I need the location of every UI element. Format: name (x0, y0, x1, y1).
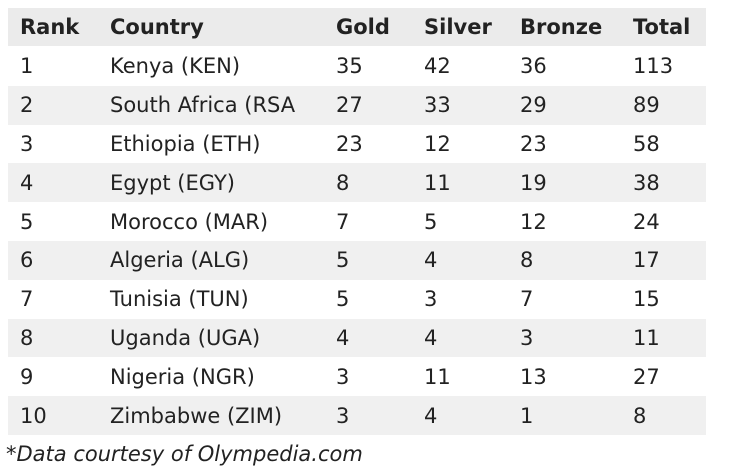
table-cell: Kenya (KEN) (110, 54, 241, 79)
table-cell: 10 (20, 403, 47, 428)
table-cell: 4 (424, 248, 438, 273)
table-row: 5 Morocco (MAR) 7 5 12 24 (8, 202, 706, 241)
column-header: Gold (336, 15, 390, 39)
table-cell: 35 (336, 54, 363, 79)
table-cell: 3 (20, 131, 34, 156)
table-row: 8 Uganda (UGA) 4 4 3 11 (8, 318, 706, 358)
table-cell: 58 (633, 131, 660, 156)
table-cell: Ethiopia (ETH) (110, 131, 261, 156)
table-cell: 4 (20, 170, 34, 195)
table-row: 1 Kenya (KEN) 35 42 36 113 (8, 47, 706, 86)
table-cell: 4 (336, 325, 350, 350)
table-row: 4 Egypt (EGY) 8 11 19 38 (8, 163, 706, 203)
table-cell: 8 (20, 325, 34, 350)
table-cell: 1 (520, 403, 534, 428)
table-row: 9 Nigeria (NGR) 3 11 13 27 (8, 357, 706, 396)
table-cell: 3 (336, 403, 350, 428)
table-cell: 24 (633, 209, 660, 234)
table-cell: 33 (424, 93, 451, 118)
table-row: 10 Zimbabwe (ZIM) 3 4 1 8 (8, 396, 706, 435)
column-header: Rank (20, 15, 80, 39)
table-cell: 6 (20, 248, 34, 273)
table-row: 7 Tunisia (TUN) 5 3 7 15 (8, 280, 706, 319)
table-row: 2 South Africa (RSA 27 33 29 89 (8, 85, 706, 125)
table-cell: 3 (424, 287, 438, 312)
table-cell: Algeria (ALG) (110, 248, 250, 273)
table-cell: 38 (633, 170, 660, 195)
table-cell: 5 (336, 248, 350, 273)
table-cell: 36 (520, 54, 547, 79)
table-cell: 8 (520, 248, 534, 273)
table-cell: 42 (424, 54, 451, 79)
table-cell: 113 (633, 54, 674, 79)
table-cell: 23 (336, 131, 363, 156)
table-cell: 7 (336, 209, 350, 234)
table-cell: 15 (633, 287, 660, 312)
table-cell: 1 (20, 54, 34, 79)
table-cell: Uganda (UGA) (110, 325, 261, 350)
table-cell: 17 (633, 248, 660, 273)
table-cell: 23 (520, 131, 547, 156)
table-cell: 3 (336, 364, 350, 389)
header-row: Rank Country Gold Silver Bronze Total (8, 8, 706, 46)
table-cell: 9 (20, 364, 34, 389)
table-cell: South Africa (RSA (110, 93, 296, 118)
table-cell: 12 (424, 131, 451, 156)
table-cell: 4 (424, 325, 438, 350)
table-cell: 3 (520, 325, 534, 350)
table-row: 6 Algeria (ALG) 5 4 8 17 (8, 241, 706, 280)
column-header: Total (633, 15, 691, 39)
table-cell: 7 (520, 287, 534, 312)
table-cell: 12 (520, 209, 547, 234)
table-cell: 5 (336, 287, 350, 312)
column-header: Country (110, 15, 204, 39)
table-cell: 7 (20, 287, 34, 312)
table-cell: 29 (520, 93, 547, 118)
table-cell: 8 (336, 170, 350, 195)
column-header: Bronze (520, 15, 603, 39)
table-cell: Tunisia (TUN) (110, 287, 249, 312)
table-cell: 2 (20, 93, 34, 118)
table-cell: 13 (520, 364, 547, 389)
table-cell: 11 (424, 170, 451, 195)
table-cell: 11 (633, 325, 660, 350)
table-cell: Zimbabwe (ZIM) (110, 403, 283, 428)
footnote: *Data courtesy of Olympedia.com (6, 442, 363, 466)
table-cell: 4 (424, 403, 438, 428)
table-cell: 5 (424, 209, 438, 234)
table-cell: 27 (633, 364, 660, 389)
column-header: Silver (424, 15, 492, 39)
table-cell: 89 (633, 93, 660, 118)
table-cell: Nigeria (NGR) (110, 364, 255, 389)
table-cell: 8 (633, 403, 647, 428)
table-cell: 19 (520, 170, 547, 195)
table-cell: 11 (424, 364, 451, 389)
table-cell: Morocco (MAR) (110, 209, 269, 234)
table-cell: Egypt (EGY) (110, 170, 235, 195)
table-cell: 27 (336, 93, 363, 118)
table-row: 3 Ethiopia (ETH) 23 12 23 58 (8, 125, 706, 164)
table-cell: 5 (20, 209, 34, 234)
